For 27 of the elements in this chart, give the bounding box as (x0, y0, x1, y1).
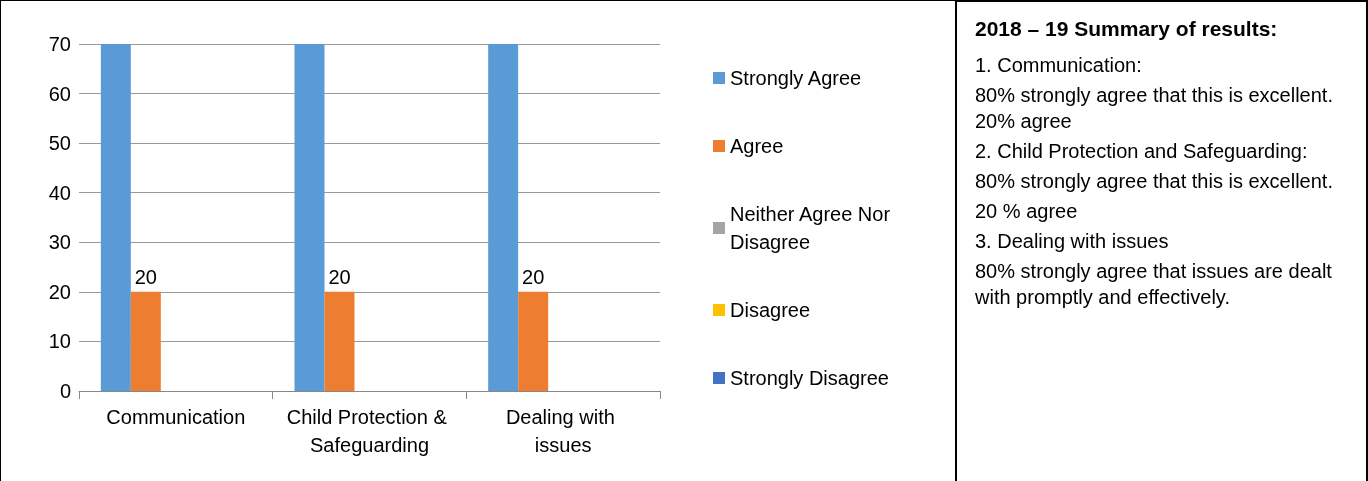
y-tick-label: 50 (48, 132, 71, 155)
text: 20 % agree (975, 199, 1079, 224)
data-label: 20 (328, 265, 351, 288)
y-tick-label: 10 (48, 330, 71, 353)
x-tick-label: Dealing with issues (505, 406, 621, 456)
data-label: 20 (134, 265, 157, 288)
y-tick-label: 0 (59, 380, 71, 402)
legend-label: Agree (730, 135, 784, 157)
text: 80% strongly agree that issues are dealt with promptly and effectively. (975, 259, 1333, 310)
legend-label: Disagree (730, 299, 811, 321)
text: 80% strongly agree that this is excellent. 20% agree (975, 83, 1334, 134)
text: 3. Dealing with issues (975, 229, 1170, 254)
y-tick-label: 70 (48, 33, 71, 55)
text: 2018 – 19 Summary of results: (975, 16, 1279, 42)
y-tick-label: 30 (48, 231, 71, 254)
data-label: 20 (522, 265, 545, 288)
legend-label: Strongly Disagree (730, 367, 889, 389)
text: 1. Communication: (975, 53, 1143, 78)
x-tick-label: Child Protection & Safeguarding (286, 406, 453, 456)
text: 80% strongly agree that this is excellent. (975, 169, 1334, 194)
x-tick-label: Communication (106, 406, 246, 428)
text: 2. Child Protection and Safeguarding: (975, 139, 1309, 164)
legend-label: Strongly Agree (730, 67, 862, 89)
y-tick-label: 40 (48, 181, 71, 204)
legend-label: Neither Agree Nor Disagree (730, 203, 896, 253)
y-tick-label: 20 (48, 280, 71, 303)
y-tick-label: 60 (48, 82, 71, 105)
